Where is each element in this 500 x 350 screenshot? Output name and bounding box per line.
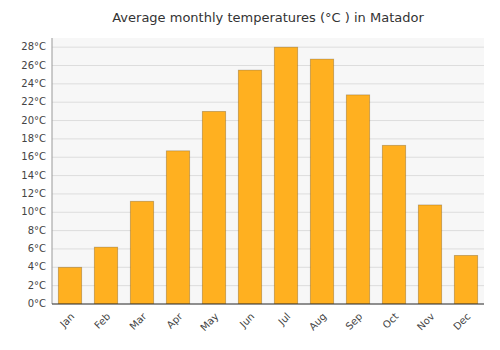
bar [94, 247, 117, 304]
y-tick-label: 0°C [28, 298, 46, 309]
y-tick-label: 8°C [28, 225, 46, 236]
bar [418, 205, 441, 304]
x-tick-label: Nov [415, 311, 437, 333]
bar [454, 255, 477, 304]
x-tick-label: Oct [380, 311, 400, 331]
grid-line [52, 120, 484, 121]
bar [58, 267, 81, 304]
x-tick-label: Jul [275, 311, 292, 328]
x-tick-label: Jun [237, 311, 257, 331]
x-axis-line [52, 304, 484, 305]
y-tick-label: 16°C [21, 151, 46, 162]
chart: 0°C 2°C 4°C 6°C 8°C 10°C 12°C 14°C 16°C 18°C 20°C 2… [0, 0, 500, 350]
y-tick-label: 20°C [21, 115, 46, 126]
bar [238, 70, 261, 304]
bar [382, 145, 405, 304]
grid-line [52, 175, 484, 176]
chart-container: 0°C 2°C 4°C 6°C 8°C 10°C 12°C 14°C 16°C 18°C 20°C 2… [0, 0, 500, 350]
y-tick-label: 22°C [21, 96, 46, 107]
bars [58, 47, 477, 304]
x-axis: Jan Feb Mar Apr May Jun Jul Aug Sep Oct Nov Dec [52, 304, 484, 333]
y-tick-label: 14°C [21, 170, 46, 181]
grid-line [52, 138, 484, 139]
bar [274, 47, 297, 304]
grid-line [52, 47, 484, 48]
y-tick-label: 12°C [21, 188, 46, 199]
plot-background [52, 38, 484, 304]
y-tick-label: 6°C [28, 243, 46, 254]
bar [166, 151, 189, 304]
grid-line [52, 157, 484, 158]
y-tick-label: 4°C [28, 261, 46, 272]
y-tick-label: 2°C [28, 280, 46, 291]
bar [130, 201, 153, 304]
x-tick-label: Sep [343, 311, 364, 332]
bar [202, 111, 225, 304]
y-tick-label: 28°C [21, 41, 46, 52]
x-tick-label: Jan [57, 311, 76, 330]
chart-title: Average monthly temperatures (°C ) in Ma… [112, 10, 424, 25]
x-tick-label: Dec [451, 311, 472, 332]
bar [346, 95, 369, 304]
grid-line [52, 102, 484, 103]
grid-line [52, 193, 484, 194]
y-tick-label: 18°C [21, 133, 46, 144]
y-tick-label: 24°C [21, 78, 46, 89]
grid-line [52, 304, 484, 305]
bar [310, 59, 333, 304]
x-tick-label: Mar [127, 310, 149, 332]
grid-line [52, 83, 484, 84]
x-tick-label: May [198, 311, 220, 333]
y-tick-label: 10°C [21, 206, 46, 217]
x-tick-label: Feb [92, 311, 112, 331]
y-tick-label: 26°C [21, 60, 46, 71]
grid-line [52, 65, 484, 66]
y-axis-line [52, 38, 53, 304]
x-tick-label: Aug [307, 311, 329, 333]
y-axis: 0°C 2°C 4°C 6°C 8°C 10°C 12°C 14°C 16°C 18°C 20°C 2… [21, 38, 484, 309]
x-tick-label: Apr [164, 310, 185, 331]
